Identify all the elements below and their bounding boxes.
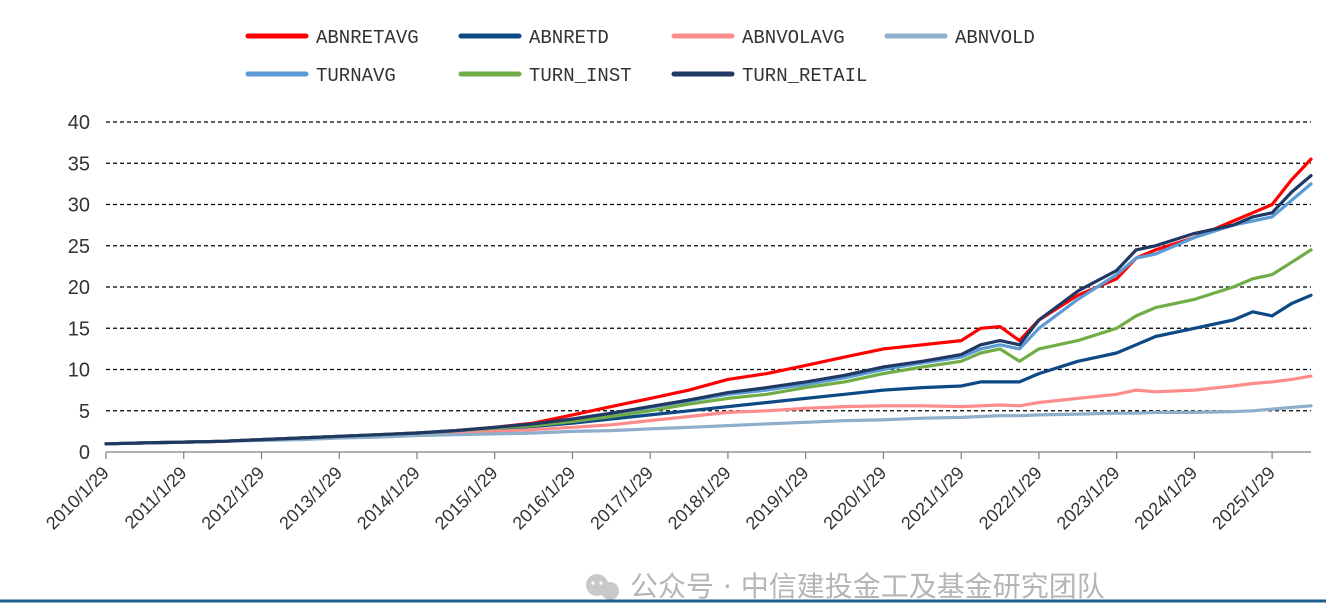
x-tick-label: 2017/1/29 (586, 463, 657, 534)
x-tick-label: 2020/1/29 (819, 463, 890, 534)
watermark: 公众号 · 中信建投金工及基金研究团队 (586, 570, 1105, 603)
x-tick-label: 2011/1/29 (121, 463, 191, 533)
series-line-turn-retail (104, 174, 1313, 446)
series-line-turnavg (104, 182, 1313, 446)
x-tick-label: 2010/1/29 (42, 463, 113, 534)
legend-label: TURNAVG (316, 65, 396, 87)
y-tick-label: 35 (68, 153, 90, 175)
y-tick-label: 0 (79, 442, 90, 464)
watermark-text: 公众号 · 中信建投金工及基金研究团队 (630, 570, 1105, 603)
wechat-icon (586, 574, 619, 600)
chart-axes: 0 5 10 15 20 25 30 35 40 2010/1/29 2011/1/29 2012/1… (42, 112, 1311, 533)
x-tick-label: 2012/1/29 (198, 463, 269, 534)
y-tick-label: 30 (68, 195, 90, 217)
x-tick-label: 2018/1/29 (664, 463, 735, 534)
grid-lines (106, 121, 1311, 412)
x-tick-label: 2015/1/29 (431, 463, 502, 534)
chart-legend: ABNRETAVG ABNRETD ABNVOLAVG ABNVOLD TURNAVG T… (245, 27, 1035, 87)
series-lines (104, 157, 1313, 446)
y-tick-label: 40 (68, 112, 90, 134)
x-tick-label: 2022/1/29 (975, 463, 1046, 534)
x-tick-label: 2019/1/29 (742, 463, 813, 534)
legend-label: ABNRETD (529, 27, 609, 49)
x-tick-label: 2024/1/29 (1130, 463, 1201, 534)
x-tick-label: 2025/1/29 (1208, 463, 1279, 534)
y-tick-label: 5 (79, 401, 90, 423)
legend-label: TURN_RETAIL (742, 65, 867, 87)
series-line-abnvold (104, 404, 1313, 446)
y-tick-label: 10 (68, 360, 90, 382)
y-tick-label: 20 (68, 277, 90, 299)
y-tick-label: 15 (68, 318, 90, 340)
legend-label: ABNVOLAVG (742, 27, 845, 49)
x-tick-label: 2014/1/29 (353, 463, 424, 534)
x-tick-label: 2023/1/29 (1053, 463, 1124, 534)
y-tick-label: 25 (68, 236, 90, 258)
legend-label: ABNRETAVG (316, 27, 419, 49)
legend-label: TURN_INST (529, 65, 632, 87)
x-tick-label: 2016/1/29 (509, 463, 580, 534)
x-tick-label: 2021/1/29 (897, 463, 968, 534)
legend-label: ABNVOLD (955, 27, 1035, 49)
x-tick-label: 2013/1/29 (275, 463, 346, 534)
